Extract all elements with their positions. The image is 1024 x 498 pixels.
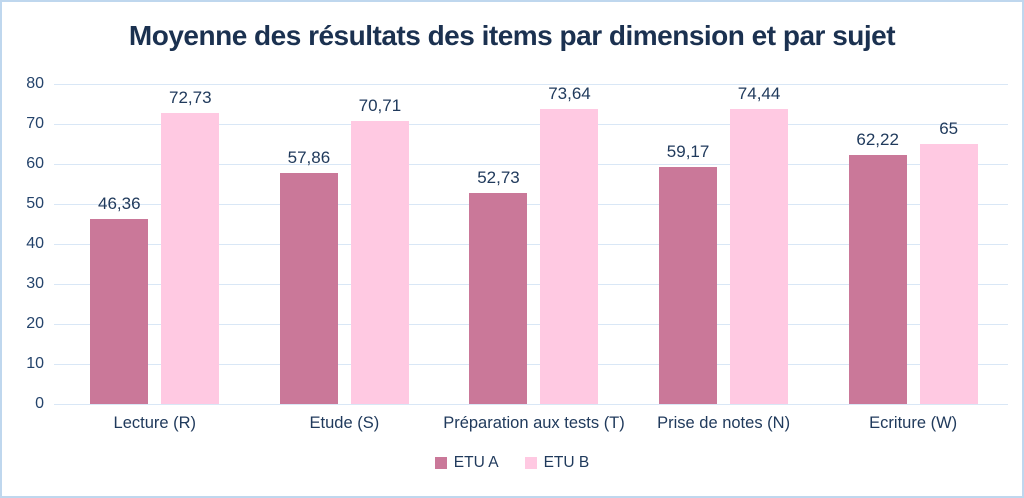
legend-item: ETU B [524,454,590,472]
etu-b-bar [540,109,599,404]
bar-unit: 46,36 [90,84,149,404]
legend-swatch-icon [434,457,447,469]
etu-a-bar [469,193,528,404]
y-tick-label: 60 [26,155,44,173]
legend: ETU A ETU B [2,454,1022,472]
x-axis-label: Prise de notes (N) [657,414,791,432]
x-axis-label: Lecture (R) [113,414,197,432]
x-axis-label: Etude (S) [309,414,380,432]
bar-value-label: 70,71 [358,96,402,116]
gridline: 0 [35,395,1008,412]
bar-group: 52,73 73,64 [439,84,629,404]
gridline: 50 [26,195,1008,212]
bar-value-label: 57,86 [287,147,331,167]
y-tick-label: 0 [35,395,44,413]
bar-unit: 62,22 [848,84,907,404]
bar-unit: 73,64 [540,84,599,404]
gridline: 40 [26,235,1008,252]
plot-area: 0 10 20 30 40 50 60 70 80 46,36 72,73 57,86 70,71 52… [26,75,1008,412]
y-tick-label: 20 [26,315,44,333]
legend-swatch-icon [524,457,537,469]
x-axis-label: Ecriture (W) [869,414,958,432]
bar-value-label: 74,44 [737,84,781,103]
etu-b-bar [730,109,789,404]
legend-item: ETU A [434,454,499,472]
y-tick-label: 30 [26,275,44,293]
bar-value-label: 62,22 [856,130,899,150]
bar-value-label: 52,73 [477,168,520,188]
chart-title: Moyenne des résultats des items par dime… [128,20,896,51]
bar-value-label: 65 [939,119,959,138]
bar-unit: 74,44 [730,84,789,404]
etu-b-bar [919,144,978,404]
gridline: 30 [26,275,1008,292]
bar-unit: 52,73 [469,84,528,404]
etu-a-bar [279,172,338,404]
bar-value-label: 73,64 [548,84,591,104]
legend-label: ETU A [453,454,499,471]
x-axis: Lecture (R) Etude (S) Préparation aux test… [60,414,1008,433]
gridline: 10 [26,355,1008,372]
etu-a-bar [848,155,907,404]
bar-value-label: 46,36 [98,193,141,213]
y-tick-label: 40 [26,235,44,253]
bar-value-label: 59,17 [666,142,710,162]
legend-label: ETU B [543,454,590,471]
bar-unit: 65 [919,84,978,404]
gridline: 70 [26,115,1008,132]
etu-b-bar [161,113,220,404]
y-tick-label: 70 [26,115,44,133]
bar-group: 46,36 72,73 [60,84,250,404]
bar-group: 62,22 65 [818,84,1008,404]
bar-unit: 57,86 [279,84,338,404]
bar-value-label: 72,73 [169,88,212,108]
y-tick-label: 50 [26,195,44,213]
bar-unit: 72,73 [161,84,220,404]
bars-layer: 46,36 72,73 57,86 70,71 52,73 73,64 59,17 74,44… [60,84,1008,404]
bar-unit: 59,17 [659,84,718,404]
etu-a-bar [659,167,718,404]
gridline: 20 [26,315,1008,332]
y-tick-label: 80 [26,75,44,93]
etu-a-bar [90,218,149,404]
x-axis-label: Préparation aux tests (T) [443,414,625,432]
bar-unit: 70,71 [350,84,409,404]
gridline: 80 [26,75,1008,92]
y-tick-label: 10 [26,355,44,373]
gridline: 60 [26,155,1008,172]
etu-b-bar [350,121,409,404]
bar-group: 59,17 74,44 [629,84,819,404]
bar-group: 57,86 70,71 [250,84,440,404]
